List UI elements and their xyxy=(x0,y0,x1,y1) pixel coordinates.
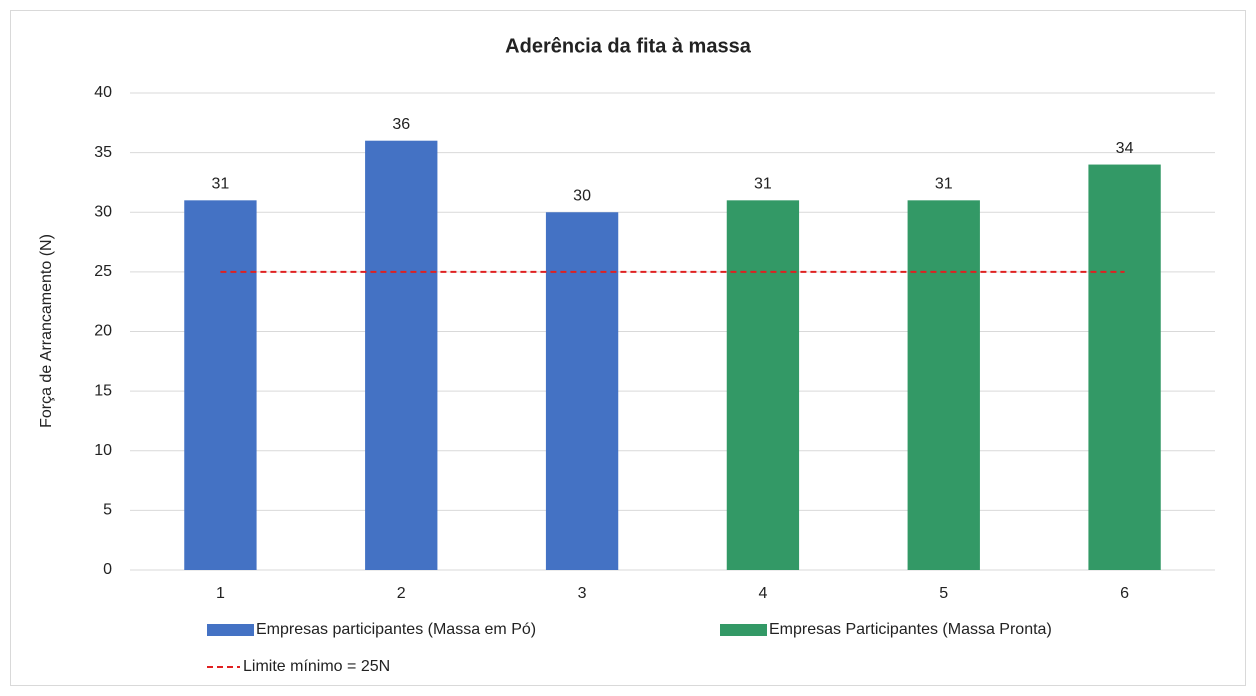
data-label: 31 xyxy=(754,176,772,193)
bar xyxy=(184,200,257,570)
y-tick-label: 25 xyxy=(94,263,112,280)
bar xyxy=(907,200,980,570)
chart-title: Aderência da fita à massa xyxy=(505,35,752,57)
bar xyxy=(726,200,800,570)
data-label: 31 xyxy=(935,176,953,193)
data-label: 30 xyxy=(573,187,591,204)
x-tick-label: 4 xyxy=(758,585,767,602)
legend-label: Empresas Participantes (Massa Pronta) xyxy=(769,621,1052,638)
legend-swatch xyxy=(207,624,254,636)
y-tick-label: 5 xyxy=(103,502,112,519)
legend-label: Empresas participantes (Massa em Pó) xyxy=(256,621,536,638)
y-tick-label: 0 xyxy=(103,561,112,578)
x-tick-label: 3 xyxy=(578,585,587,602)
legend-label: Limite mínimo = 25N xyxy=(243,658,390,675)
y-tick-label: 15 xyxy=(94,382,112,399)
bar xyxy=(1088,164,1161,571)
data-label: 34 xyxy=(1116,140,1134,157)
data-label: 36 xyxy=(392,116,410,133)
x-tick-label: 2 xyxy=(397,585,406,602)
bar xyxy=(365,140,438,570)
y-tick-label: 20 xyxy=(94,323,112,340)
y-tick-label: 10 xyxy=(94,442,112,459)
legend-swatch xyxy=(720,624,767,636)
bar xyxy=(545,212,619,570)
data-label: 31 xyxy=(212,176,230,193)
y-tick-label: 40 xyxy=(94,84,112,101)
y-tick-label: 30 xyxy=(94,203,112,220)
x-tick-label: 6 xyxy=(1120,585,1129,602)
y-tick-label: 35 xyxy=(94,144,112,161)
x-tick-label: 1 xyxy=(216,585,225,602)
x-tick-label: 5 xyxy=(939,585,948,602)
y-axis-label: Força de Arrancamento (N) xyxy=(38,234,55,428)
